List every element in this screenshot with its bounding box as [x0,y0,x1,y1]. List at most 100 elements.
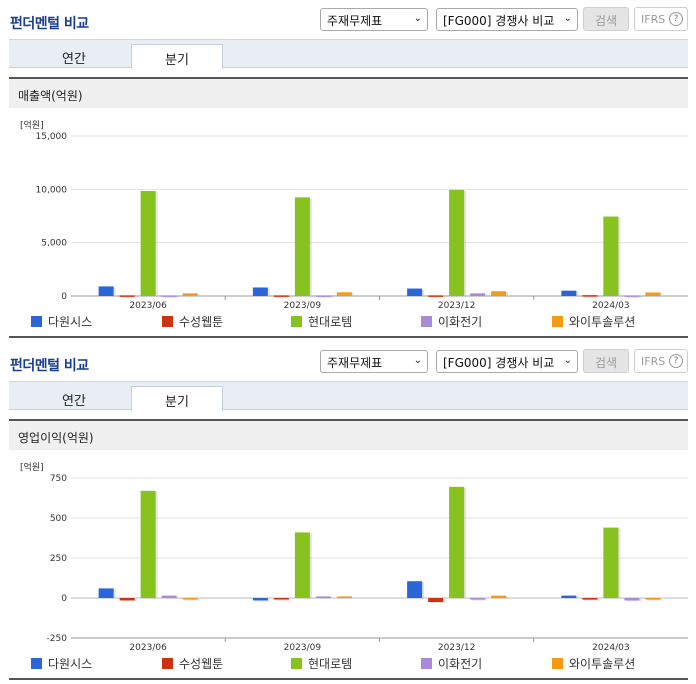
section-bottom-rule [9,336,688,338]
bar-이화전기 [161,595,177,598]
y-tick-label: 5,000 [41,239,67,249]
help-icon[interactable]: ? [669,354,683,368]
compare-group-select[interactable]: [FG000] 경쟁사 비교 ⌄ [436,8,578,31]
legend-label: 다원시스 [48,315,93,329]
legend-label: 현대로템 [308,315,353,329]
legend-item[interactable]: 와이투솔루션 [552,313,635,330]
bar-shadow [184,599,200,601]
panel-toolbar: 펀더멘털 비교 주재무제표 ⌄ [FG000] 경쟁사 비교 ⌄ 검색 IFRS… [0,342,696,380]
y-tick-label: -250 [47,634,68,644]
bar-수성웹툰 [273,295,289,297]
compare-group-value: [FG000] 경쟁사 비교 [443,14,555,28]
search-button[interactable]: 검색 [583,7,629,31]
bar-현대로템 [294,532,310,598]
ifrs-button[interactable]: IFRS ? [634,7,688,31]
legend-label: 이화전기 [438,315,483,329]
tab-annual[interactable]: 연간 [62,394,86,409]
x-tick-label: 2023/09 [284,643,322,652]
bar-다원시스 [561,595,577,598]
legend-swatch [162,658,173,669]
unit-label: [억원] [20,463,44,473]
y-tick-label: 0 [61,594,67,604]
bar-shadow [584,296,600,298]
bar-이화전기 [624,598,640,601]
y-tick-label: 500 [50,514,67,524]
legend-item[interactable]: 다원시스 [31,313,92,330]
operating-profit-chart: [억원] -250 0 250 500 750 2023/06 2023/09 2023/12… [9,452,688,680]
bar-다원시스 [407,288,423,296]
period-tabs: 연간 분기 [9,39,688,70]
legend-item[interactable]: 수성웹툰 [162,313,223,330]
help-icon[interactable]: ? [669,12,683,26]
fundamental-panel-revenue: 펀더멘털 비교 주재무제표 ⌄ [FG000] 경쟁사 비교 ⌄ 검색 IFRS… [0,0,696,338]
legend-swatch [421,658,432,669]
legend-label: 수성웹툰 [179,657,224,671]
bar-현대로템 [603,527,619,598]
legend-swatch [31,658,42,669]
chevron-down-icon: ⌄ [563,13,572,24]
bar-수성웹툰 [582,295,598,297]
legend-swatch [31,316,42,327]
x-tick-label: 2023/12 [438,643,475,652]
ifrs-button[interactable]: IFRS ? [634,349,688,373]
bar-다원시스 [561,290,577,296]
legend-item[interactable]: 현대로템 [291,313,352,330]
legend-label: 현대로템 [308,657,353,671]
statement-type-select[interactable]: 주재무제표 ⌄ [320,8,428,31]
unit-label: [억원] [20,121,44,131]
bar-수성웹툰 [428,295,444,297]
legend-item[interactable]: 다원시스 [31,655,92,672]
bar-와이투솔루션 [645,598,661,600]
legend-swatch [552,658,563,669]
x-tick-label: 2024/03 [592,643,629,652]
legend-item[interactable]: 와이투솔루션 [552,655,635,672]
legend-item[interactable]: 수성웹툰 [162,655,223,672]
bar-현대로템 [449,486,465,598]
bar-수성웹툰 [428,598,444,602]
chart-plot: 0 5,000 10,000 15,000 2023/06 2023/09 2023/12 2… [36,132,688,310]
bar-와이투솔루션 [645,292,661,296]
x-tick-label: 2024/03 [592,301,629,310]
x-tick-label: 2023/06 [129,643,167,652]
bar-다원시스 [98,588,114,598]
statement-type-select[interactable]: 주재무제표 ⌄ [320,350,428,373]
legend-label: 와이투솔루션 [569,315,636,329]
bar-shadow [317,296,333,298]
legend-item[interactable]: 이화전기 [421,313,482,330]
x-tick-label: 2023/09 [284,301,322,310]
chart-legend: 다원시스 수성웹툰 현대로템 이화전기 와이투솔루션 [9,655,688,673]
y-tick-label: 10,000 [36,185,68,195]
bar-현대로템 [140,490,156,598]
legend-item[interactable]: 이화전기 [421,655,482,672]
compare-group-select[interactable]: [FG000] 경쟁사 비교 ⌄ [436,350,578,373]
bar-shadow [430,296,446,298]
bar-현대로템 [140,190,156,296]
bar-와이투솔루션 [336,292,352,296]
bar-shadow [163,296,179,298]
bar-이화전기 [315,596,331,598]
bar-수성웹툰 [119,295,135,297]
statement-type-value: 주재무제표 [327,14,383,28]
legend-swatch [421,316,432,327]
bar-수성웹툰 [273,598,289,600]
section-bottom-rule [9,678,688,680]
tab-quarterly[interactable]: 분기 [131,386,223,412]
compare-group-value: [FG000] 경쟁사 비교 [443,356,555,370]
legend-item[interactable]: 현대로템 [291,655,352,672]
bar-수성웹툰 [582,598,598,600]
tab-quarterly[interactable]: 분기 [131,44,223,70]
bar-shadow [338,597,354,599]
legend-label: 와이투솔루션 [569,657,636,671]
bar-이화전기 [470,598,486,600]
legend-label: 수성웹툰 [179,315,224,329]
bar-와이투솔루션 [336,596,352,598]
bar-와이투솔루션 [491,595,507,598]
y-tick-label: 750 [50,474,67,484]
section-header: 매출액(억원) [9,77,688,108]
search-button[interactable]: 검색 [583,349,629,373]
bar-다원시스 [252,287,268,296]
bar-다원시스 [98,286,114,296]
section-header: 영업이익(억원) [9,419,688,450]
tab-annual[interactable]: 연간 [62,52,86,67]
panel-toolbar: 펀더멘털 비교 주재무제표 ⌄ [FG000] 경쟁사 비교 ⌄ 검색 IFRS… [0,0,696,38]
